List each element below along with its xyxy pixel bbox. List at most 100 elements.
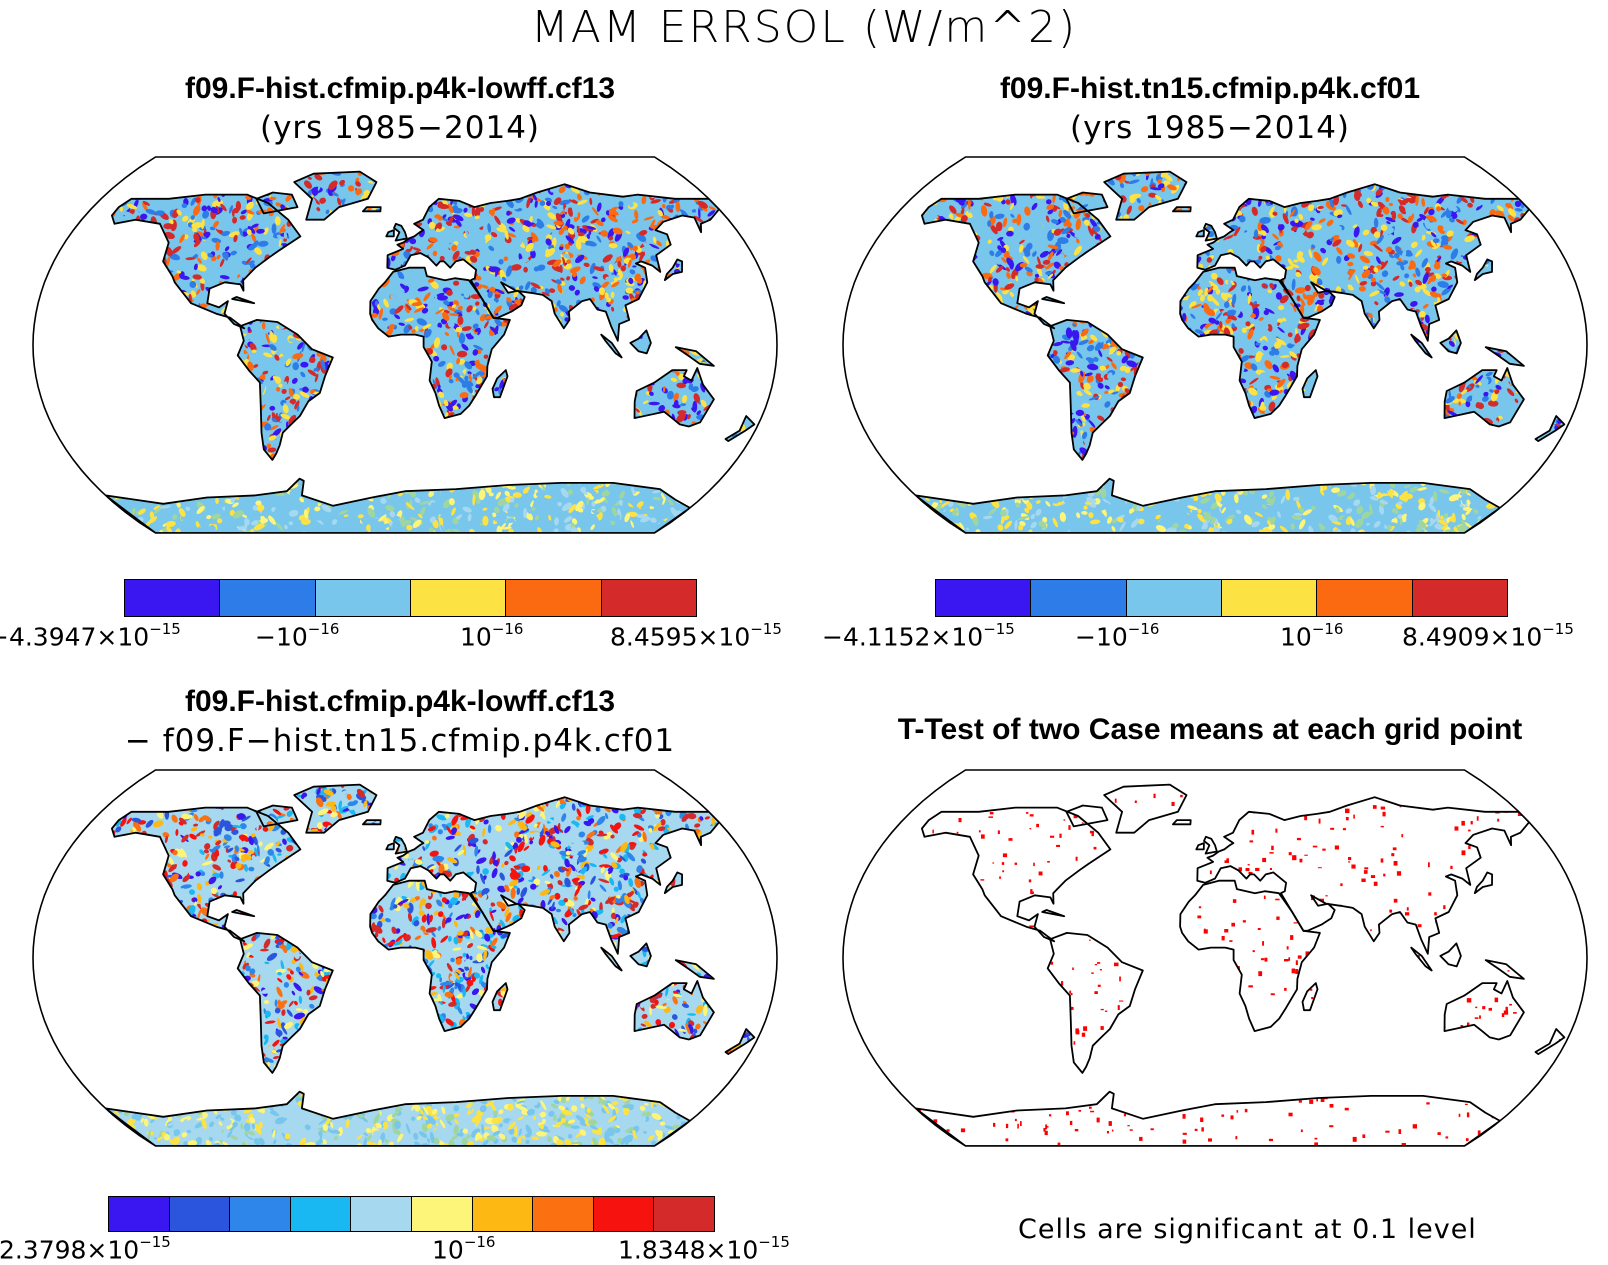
- colorbar-swatch: [125, 580, 220, 616]
- coastline-ireland: [1195, 842, 1205, 851]
- coastline-sumatra: [1410, 946, 1433, 972]
- panel-2-map: [842, 156, 1588, 534]
- land-field: [915, 784, 1565, 1146]
- colorbar-swatch: [229, 1197, 290, 1231]
- coastline-baffin: [255, 191, 299, 215]
- map-frame: [32, 156, 778, 534]
- colorbar-swatch: [936, 580, 1031, 616]
- panel-2-colorbar-labels: −4.1152×10−15 −10−16 10−16 8.4909×10−15: [0, 620, 1608, 658]
- land-field: [105, 171, 755, 533]
- colorbar-swatch: [410, 1197, 472, 1231]
- coastline-borneo: [1439, 329, 1462, 355]
- coastline-eurasia: [1196, 183, 1530, 342]
- colorbar-swatch: [409, 580, 506, 616]
- coastline-uk: [1203, 222, 1218, 242]
- coastline-ireland: [385, 842, 395, 851]
- coastline-samerica: [1046, 932, 1144, 1074]
- panel-1-subtitle: (yrs 1985−2014): [259, 110, 541, 146]
- coastline-africa: [369, 266, 511, 419]
- coastline-australia: [633, 367, 715, 428]
- map-frame: [842, 156, 1588, 534]
- coastline-nz: [1534, 1028, 1566, 1055]
- colorbar-label: −4.3947×10−15: [0, 620, 181, 652]
- colorbar-label: −4.1152×10−15: [822, 620, 1015, 652]
- coastline-baffin: [1065, 191, 1109, 215]
- coastline-newguinea: [674, 959, 715, 980]
- coastline-sumatra: [1410, 333, 1433, 359]
- coastline-borneo: [1439, 942, 1462, 968]
- coastline-madagascar: [1301, 982, 1319, 1012]
- coastline-samerica: [236, 319, 334, 461]
- colorbar-swatch: [532, 1197, 593, 1231]
- coastline-greenland: [293, 783, 378, 834]
- coastline-antarctica: [914, 1090, 1501, 1146]
- panel-3-title: f09.F-hist.cfmip.p4k-lowff.cf13: [184, 685, 616, 718]
- colorbar-swatch: [219, 580, 315, 616]
- coastline-newguinea: [1484, 346, 1525, 367]
- colorbar-swatch: [1125, 580, 1221, 616]
- coastline-iceland: [1172, 819, 1192, 826]
- colorbar-swatch: [505, 580, 601, 616]
- colorbar-swatch: [109, 1197, 169, 1231]
- coastline-baffin: [255, 804, 299, 828]
- coastline-cuba: [231, 296, 256, 305]
- coastline-madagascar: [491, 982, 509, 1012]
- coastline-australia: [1443, 980, 1525, 1041]
- land-field: [915, 171, 1565, 533]
- coastline-uk: [1203, 835, 1218, 855]
- coastline-samerica: [1046, 319, 1144, 461]
- colorbar-swatch: [653, 1197, 714, 1231]
- coastline-greenland: [1103, 783, 1188, 834]
- colorbar-swatch: [168, 1197, 230, 1231]
- coastline-africa: [1179, 266, 1321, 419]
- colorbar-label: −2.3798×10−15: [0, 1233, 171, 1265]
- coastline-borneo: [629, 942, 652, 968]
- colorbar-label: 8.4595×10−15: [610, 620, 782, 652]
- colorbar-swatch: [1030, 580, 1126, 616]
- coastline-sumatra: [600, 333, 623, 359]
- coastline-nz: [724, 1028, 756, 1055]
- colorbar-swatch: [350, 1197, 411, 1231]
- figure-title: MAM ERRSOL (W/m^2): [530, 2, 1078, 53]
- colorbar-swatch: [289, 1197, 351, 1231]
- coastline-japan: [663, 258, 683, 282]
- coastline-cuba: [1041, 909, 1066, 918]
- map-frame: [32, 769, 778, 1147]
- coastline-ireland: [385, 229, 395, 238]
- coastline-japan: [1473, 258, 1493, 282]
- colorbar-swatch: [1411, 580, 1507, 616]
- panel-3-map: [32, 769, 778, 1147]
- land-field: [105, 784, 755, 1146]
- coastline-australia: [633, 980, 715, 1041]
- panel-2-subtitle: (yrs 1985−2014): [1069, 110, 1351, 146]
- coastline-baffin: [1065, 804, 1109, 828]
- panel-4-map: [842, 769, 1588, 1147]
- coastline-iceland: [362, 819, 382, 826]
- colorbar-label: 10−16: [1280, 620, 1344, 652]
- panel-1-colorbar-labels: −4.3947×10−15 −10−16 10−16 8.4595×10−15: [0, 620, 800, 658]
- coastline-eurasia: [386, 796, 720, 955]
- panel-3-colorbar-labels: −2.3798×10−15 10−16 1.8348×10−15: [0, 1233, 800, 1265]
- coastline-africa: [1179, 879, 1321, 1032]
- coastline-nz: [724, 415, 756, 442]
- panel-1-title: f09.F-hist.cfmip.p4k-lowff.cf13: [184, 72, 616, 105]
- colorbar-label: 1.8348×10−15: [618, 1233, 790, 1265]
- panel-3-colorbar: [108, 1196, 715, 1232]
- coastline-eurasia: [386, 183, 720, 342]
- colorbar-swatch: [1316, 580, 1412, 616]
- coastline-iceland: [362, 206, 382, 213]
- panel-4-title: T-Test of two Case means at each grid po…: [897, 713, 1523, 746]
- coastline-newguinea: [674, 346, 715, 367]
- coastline-australia: [1443, 367, 1525, 428]
- coastline-madagascar: [1301, 369, 1319, 399]
- panel-2-colorbar: [935, 579, 1508, 617]
- colorbar-label: 10−16: [460, 620, 524, 652]
- panel-1-map: [32, 156, 778, 534]
- coastline-japan: [663, 871, 683, 895]
- panel-2-title: f09.F-hist.tn15.cfmip.p4k.cf01: [999, 72, 1421, 105]
- coastline-madagascar: [491, 369, 509, 399]
- coastline-samerica: [236, 932, 334, 1074]
- coastline-cuba: [231, 909, 256, 918]
- coastline-uk: [393, 222, 408, 242]
- coastline-greenland: [293, 170, 378, 221]
